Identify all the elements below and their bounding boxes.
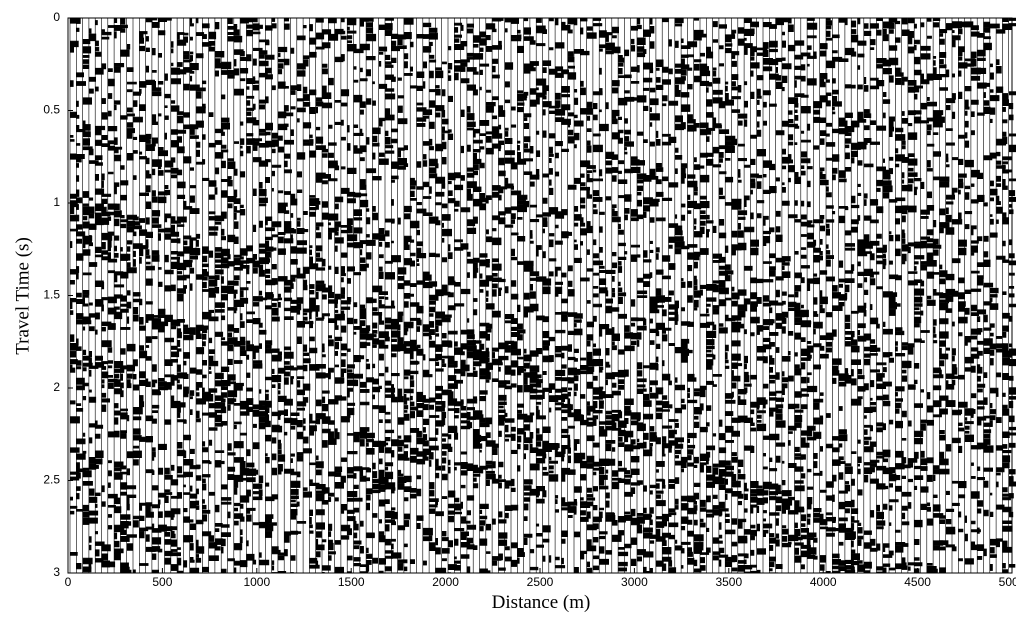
trace [126, 18, 137, 574]
y-tick-label: 2.5 [43, 473, 60, 487]
trace [460, 18, 471, 573]
trace [857, 17, 868, 574]
trace [265, 18, 276, 573]
x-tick-label: 2500 [527, 575, 554, 589]
trace [762, 18, 774, 573]
x-tick-label: 3500 [715, 575, 742, 589]
trace [151, 17, 162, 574]
trace [863, 18, 874, 574]
trace [800, 18, 811, 573]
trace [989, 18, 1000, 573]
trace [472, 18, 484, 573]
trace [101, 18, 112, 573]
x-tick-label: 2000 [432, 575, 459, 589]
trace [365, 17, 377, 573]
x-tick-label: 1500 [338, 575, 365, 589]
trace [246, 17, 257, 573]
trace [88, 18, 99, 573]
trace [687, 18, 698, 573]
trace [806, 17, 818, 573]
trace [573, 17, 584, 574]
trace [592, 17, 604, 573]
trace [454, 18, 465, 573]
trace [353, 17, 364, 573]
trace [139, 18, 150, 573]
trace [832, 18, 843, 574]
trace [290, 18, 301, 574]
trace [668, 18, 679, 574]
y-tick-label: 1 [53, 195, 60, 209]
trace [706, 18, 717, 573]
trace [970, 18, 982, 573]
trace [416, 18, 427, 573]
y-tick-label: 2 [53, 380, 60, 394]
y-tick-label: 1.5 [43, 288, 60, 302]
trace [769, 18, 780, 574]
trace [340, 17, 352, 573]
trace [220, 18, 232, 574]
y-tick-label: 0.5 [43, 103, 60, 117]
y-tick-label: 3 [53, 565, 60, 579]
x-tick-label: 4500 [904, 575, 931, 589]
trace [302, 18, 314, 573]
y-axis-label: Travel Time (s) [12, 237, 33, 355]
x-tick-label: 1000 [243, 575, 270, 589]
trace [680, 18, 691, 573]
x-tick-label: 4000 [810, 575, 837, 589]
trace [787, 17, 799, 573]
trace [277, 18, 288, 574]
trace [176, 18, 188, 574]
x-tick-label: 3000 [621, 575, 648, 589]
trace [737, 18, 748, 573]
trace [901, 17, 912, 573]
trace [844, 17, 856, 574]
x-axis-label: Distance (m) [492, 592, 591, 613]
trace [132, 18, 143, 574]
trace [378, 18, 389, 574]
y-tick-label: 0 [53, 10, 60, 24]
trace [447, 18, 458, 574]
x-tick-label: 0 [65, 575, 72, 589]
seismic-traces [69, 17, 1016, 574]
trace [617, 18, 629, 573]
trace [586, 18, 597, 574]
trace [554, 17, 566, 573]
trace [869, 18, 880, 573]
x-tick-label: 500 [152, 575, 172, 589]
trace [466, 18, 478, 574]
trace [208, 18, 219, 573]
